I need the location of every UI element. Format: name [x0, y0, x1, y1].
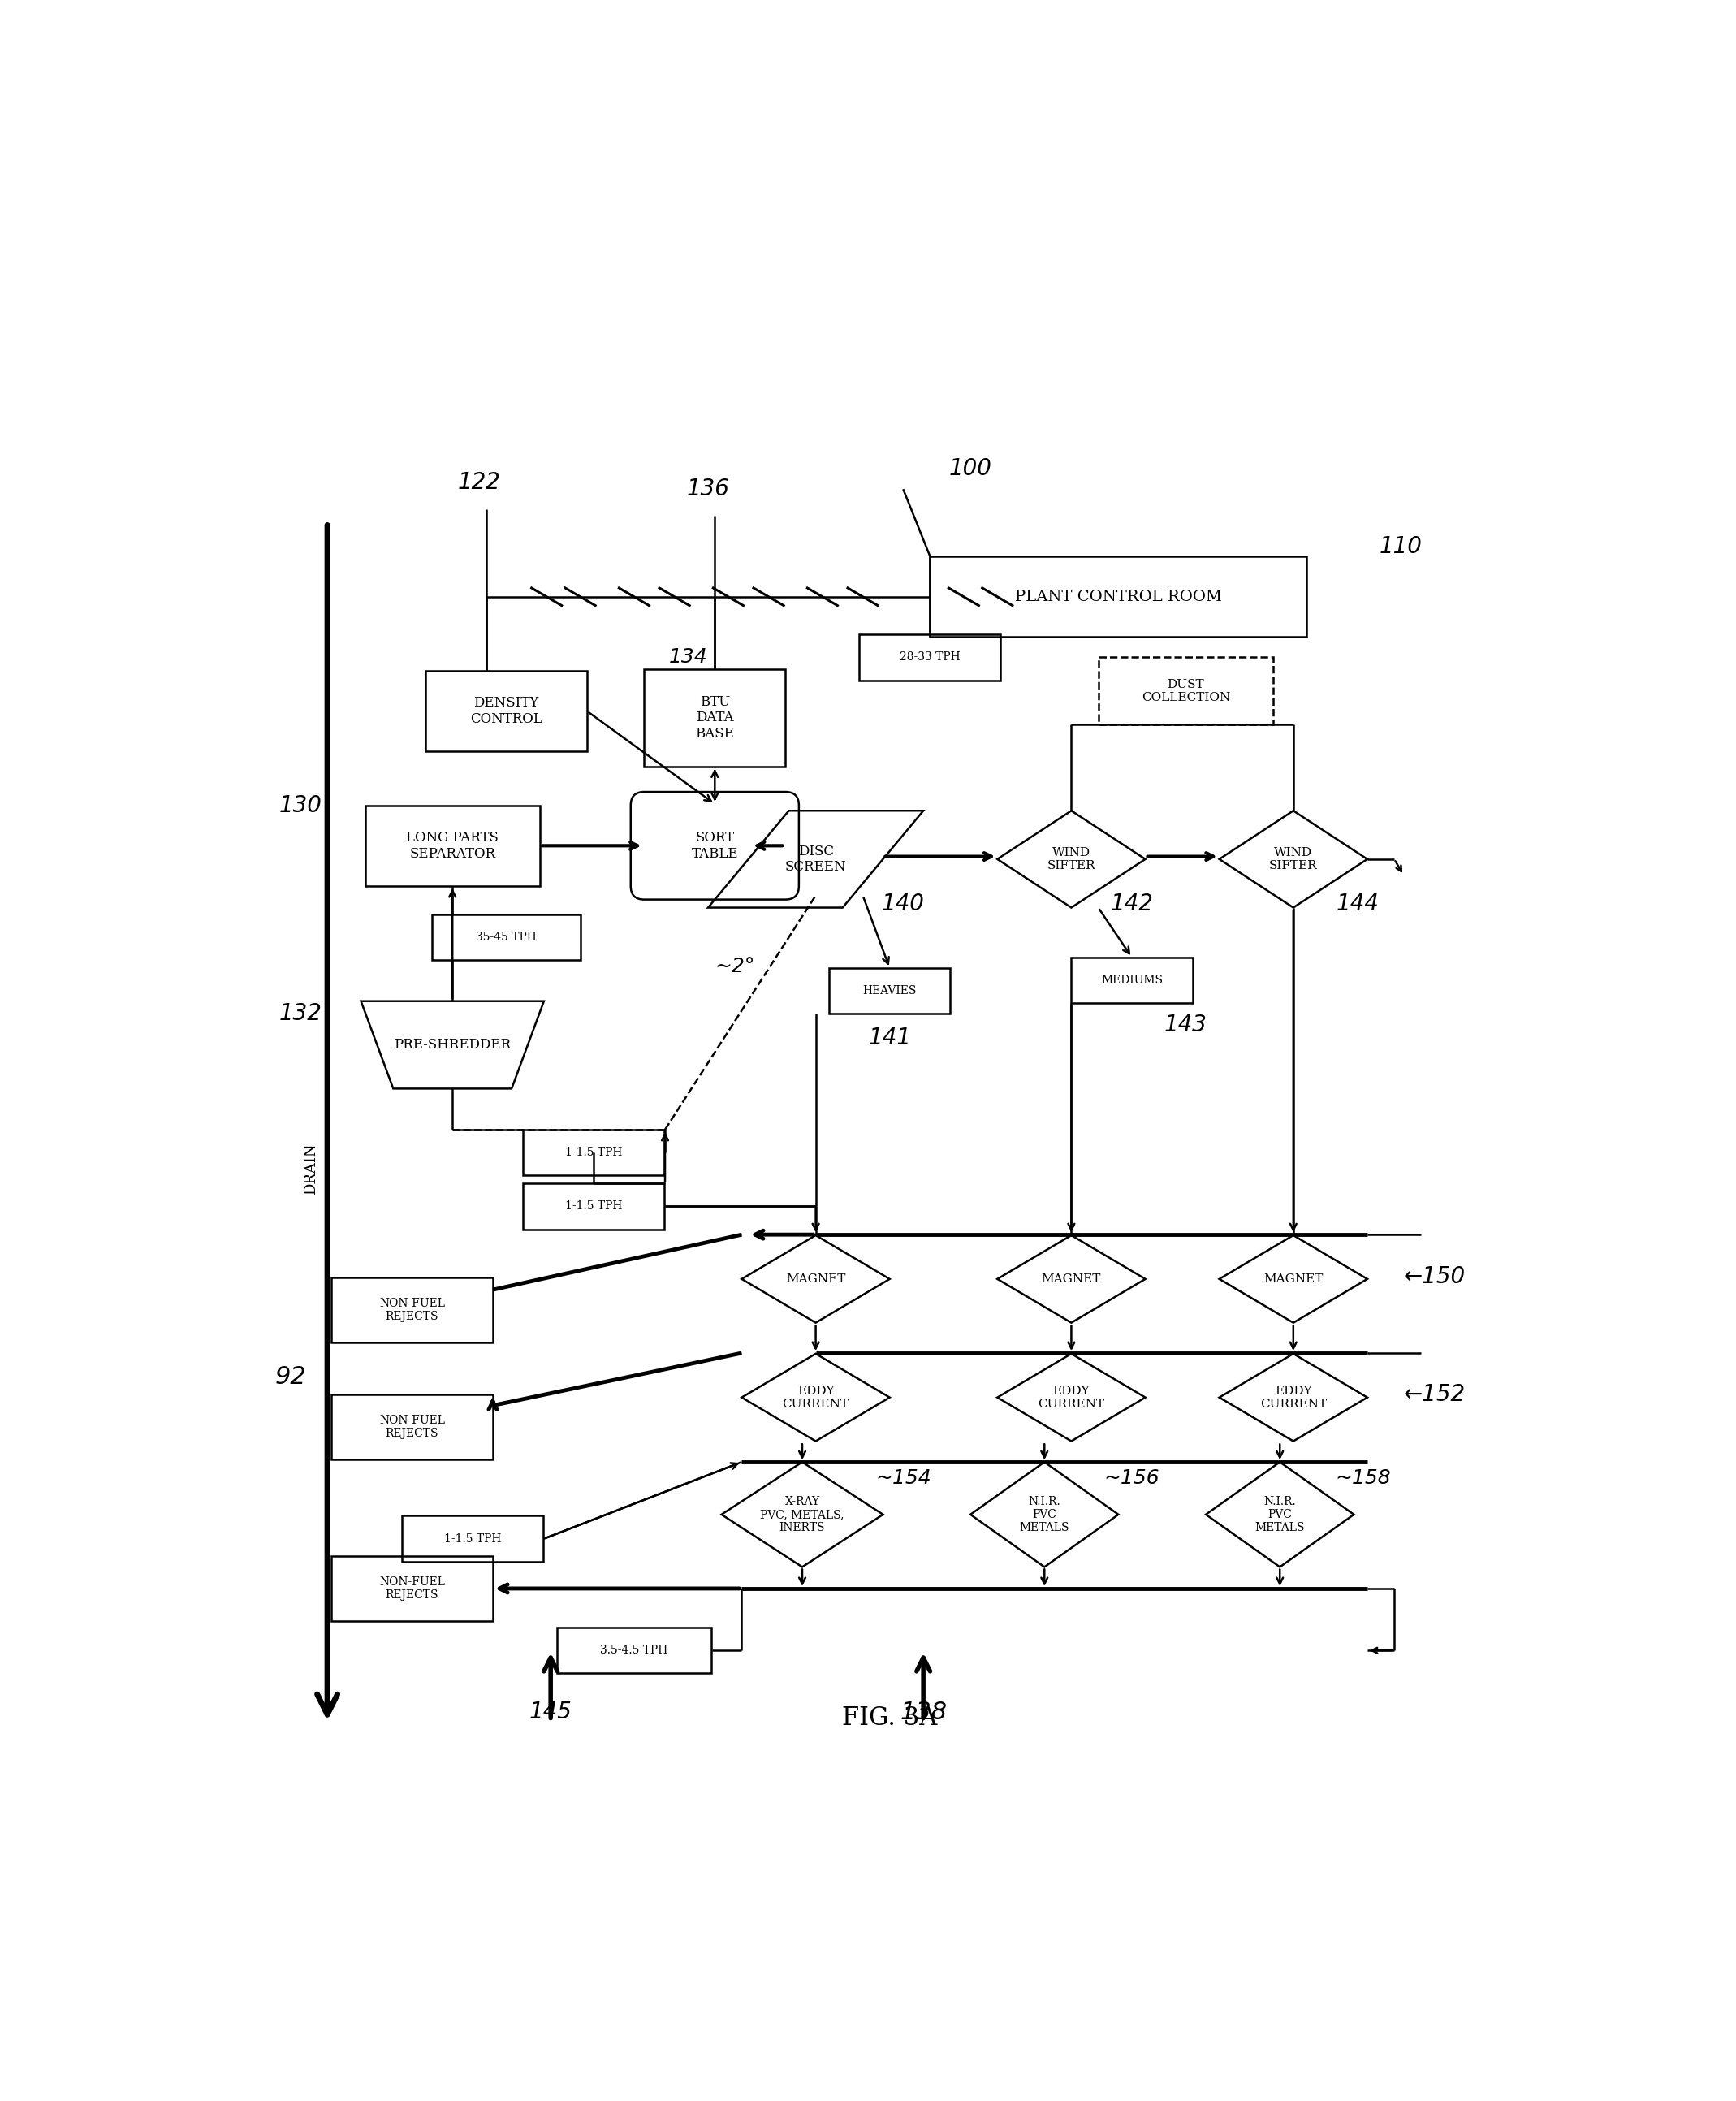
Text: 136: 136: [687, 477, 729, 500]
Text: 100: 100: [950, 458, 991, 481]
Text: MAGNET: MAGNET: [786, 1273, 845, 1284]
Text: EDDY
CURRENT: EDDY CURRENT: [783, 1385, 849, 1410]
Text: 1-1.5 TPH: 1-1.5 TPH: [444, 1534, 502, 1544]
Text: X-RAY
PVC, METALS,
INERTS: X-RAY PVC, METALS, INERTS: [760, 1496, 844, 1534]
Text: WIND
SIFTER: WIND SIFTER: [1047, 847, 1095, 872]
Text: MEDIUMS: MEDIUMS: [1101, 975, 1163, 985]
Text: 110: 110: [1380, 536, 1422, 559]
Text: EDDY
CURRENT: EDDY CURRENT: [1260, 1385, 1326, 1410]
Text: NON-FUEL
REJECTS: NON-FUEL REJECTS: [378, 1576, 444, 1601]
Text: NON-FUEL
REJECTS: NON-FUEL REJECTS: [378, 1414, 444, 1439]
Text: 143: 143: [1165, 1013, 1207, 1036]
Text: BTU
DATA
BASE: BTU DATA BASE: [696, 695, 734, 742]
Text: DRAIN: DRAIN: [304, 1143, 318, 1195]
Text: 3.5-4.5 TPH: 3.5-4.5 TPH: [601, 1645, 668, 1656]
Text: N.I.R.
PVC
METALS: N.I.R. PVC METALS: [1019, 1496, 1069, 1534]
Text: SORT
TABLE: SORT TABLE: [691, 830, 738, 861]
Text: 28-33 TPH: 28-33 TPH: [899, 651, 960, 664]
Text: N.I.R.
PVC
METALS: N.I.R. PVC METALS: [1255, 1496, 1305, 1534]
Text: DUST
COLLECTION: DUST COLLECTION: [1141, 679, 1231, 704]
Text: 134: 134: [668, 647, 707, 666]
Text: ~154: ~154: [875, 1469, 930, 1488]
Text: 92: 92: [276, 1366, 307, 1389]
Text: 142: 142: [1111, 893, 1153, 914]
Text: MAGNET: MAGNET: [1264, 1273, 1323, 1284]
Text: 1-1.5 TPH: 1-1.5 TPH: [566, 1147, 621, 1158]
Text: EDDY
CURRENT: EDDY CURRENT: [1038, 1385, 1104, 1410]
Text: 138: 138: [899, 1700, 946, 1725]
Text: DENSITY
CONTROL: DENSITY CONTROL: [470, 695, 542, 727]
Text: 140: 140: [882, 893, 925, 914]
Text: 122: 122: [458, 471, 500, 494]
Text: WIND
SIFTER: WIND SIFTER: [1269, 847, 1318, 872]
Text: NON-FUEL
REJECTS: NON-FUEL REJECTS: [378, 1298, 444, 1322]
Text: DISC
SCREEN: DISC SCREEN: [785, 845, 847, 874]
Text: 1-1.5 TPH: 1-1.5 TPH: [566, 1200, 621, 1212]
Text: HEAVIES: HEAVIES: [863, 985, 917, 996]
Text: PRE-SHREDDER: PRE-SHREDDER: [394, 1038, 510, 1053]
Text: FIG. 3A: FIG. 3A: [842, 1706, 937, 1731]
Text: 132: 132: [279, 1002, 321, 1025]
Text: 141: 141: [868, 1027, 911, 1050]
Text: PLANT CONTROL ROOM: PLANT CONTROL ROOM: [1016, 590, 1222, 605]
Text: ~158: ~158: [1335, 1469, 1391, 1488]
Text: 130: 130: [279, 794, 321, 817]
Text: 144: 144: [1337, 893, 1380, 914]
Text: ~156: ~156: [1104, 1469, 1160, 1488]
Text: LONG PARTS
SEPARATOR: LONG PARTS SEPARATOR: [406, 830, 498, 861]
Text: ←152: ←152: [1404, 1382, 1465, 1406]
Text: ~2°: ~2°: [715, 958, 755, 977]
Text: 145: 145: [529, 1702, 573, 1723]
Text: ←150: ←150: [1404, 1265, 1465, 1288]
Text: 35-45 TPH: 35-45 TPH: [476, 931, 536, 943]
Text: MAGNET: MAGNET: [1042, 1273, 1101, 1284]
